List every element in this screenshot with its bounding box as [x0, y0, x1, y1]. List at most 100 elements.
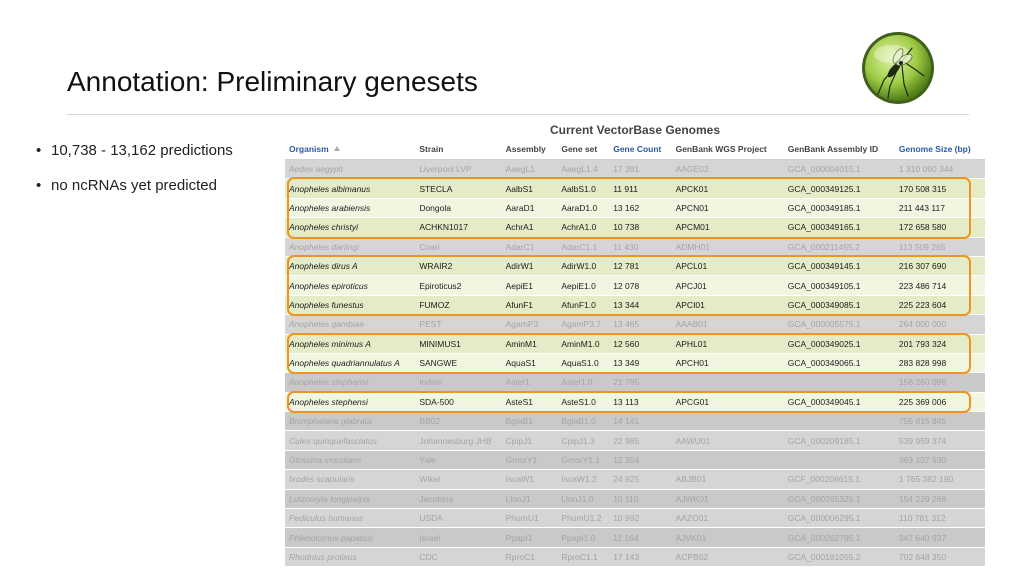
table-cell: AaegL1 — [505, 164, 535, 175]
table-cell: BB02 — [419, 416, 441, 427]
table-cell: Anopheles funestus — [289, 299, 364, 310]
sort-ascending-icon[interactable] — [333, 146, 340, 151]
table-cell: GCA_000349125.1 — [787, 183, 861, 194]
table-cell: APHL01 — [675, 338, 708, 349]
table-cell: 113 509 265 — [898, 241, 946, 252]
table-cell: AepiE1.0 — [561, 280, 596, 291]
table-cell: Anopheles darlingi — [289, 241, 359, 252]
table-cell: 10 992 — [613, 513, 640, 524]
table-row: Rhodnius prolixus CDC RproC1 RproC1.1 17 143… — [285, 547, 985, 568]
table-cell: CDC — [419, 552, 438, 562]
table-row: Anopheles funestus FUMOZ AfunF1 AfunF1.0 13 … — [285, 295, 985, 316]
table-cell: 21 785 — [613, 377, 640, 388]
table-cell: CpipJ1 — [505, 435, 533, 446]
table-cell: AdarC1.1 — [561, 241, 598, 252]
table-cell: AAGE02 — [675, 164, 709, 175]
table-cell: 13 465 — [613, 319, 640, 330]
table-cell: AalbS1.0 — [561, 183, 596, 194]
table-cell: 13 113 — [613, 396, 639, 407]
table-cell: 702 648 350 — [898, 552, 947, 562]
table-cell: 283 828 998 — [898, 358, 947, 369]
table-row: Anopheles arabiensis Dongola AaraD1 AaraD1.… — [285, 198, 985, 219]
table-cell: IscaW1.2 — [561, 474, 597, 485]
table-cell: BglaB1 — [505, 416, 534, 427]
table-cell: MINIMUS1 — [419, 338, 461, 349]
table-cell: RproC1 — [505, 552, 535, 562]
bullet-item: • no ncRNAs yet predicted — [36, 177, 217, 194]
table-cell: GCA_000349165.1 — [787, 222, 861, 233]
table-cell: Rhodnius prolixus — [289, 552, 357, 562]
table-cell: Anopheles dirus A — [289, 261, 358, 272]
table-cell: APCJ01 — [675, 280, 707, 291]
table-cell: 170 508 315 — [898, 183, 947, 194]
table-row: Anopheles dirus A WRAIR2 AdirW1 AdirW1.0 12 … — [285, 256, 985, 277]
column-header-genome-size[interactable]: Genome Size (bp) — [898, 144, 971, 154]
column-header-gene-count[interactable]: Gene Count — [613, 144, 662, 154]
table-cell: Anopheles quadriannulatus A — [289, 358, 400, 369]
column-header-strain[interactable]: Strain — [419, 144, 444, 154]
table-cell: GCA_000004015.1 — [787, 164, 861, 175]
table-row: Anopheles albimanus STECLA AalbS1 AalbS1.0 1… — [285, 179, 985, 199]
table-cell: Biomphalaria glabrata — [289, 416, 372, 427]
table-cell: IscaW1 — [505, 474, 534, 485]
table-cell: GCA_000349025.1 — [787, 338, 861, 349]
table-cell: GmorY1.1 — [561, 455, 601, 466]
table-cell: 347 640 937 — [898, 532, 947, 543]
table-cell: Anopheles stephensi — [289, 396, 368, 407]
table-cell: 211 443 117 — [898, 202, 945, 213]
table-cell: APCN01 — [675, 202, 709, 213]
table-cell: AgamP3.7 — [561, 319, 602, 330]
table-cell: AaraD1 — [505, 202, 535, 213]
table-cell: 110 781 312 — [898, 513, 946, 524]
column-header-assembly[interactable]: Assembly — [505, 144, 546, 154]
table-cell: GCA_000349065.1 — [787, 358, 861, 369]
column-header-gene-set[interactable]: Gene set — [561, 144, 598, 154]
table-cell: Culex quinquefasciatus — [289, 435, 377, 446]
table-row: Pediculus humanus USDA PhumU1 PhumU1.2 10 99… — [285, 509, 985, 529]
column-header-wgs-project[interactable]: GenBank WGS Project — [675, 144, 767, 154]
table-cell: AfunF1.0 — [561, 299, 596, 310]
table-cell: GCF_000208615.1 — [787, 474, 861, 485]
table-cell: Anopheles epiroticus — [289, 280, 368, 291]
table-cell: 539 959 374 — [898, 435, 947, 446]
table-cell: GCA_000181055.2 — [787, 552, 861, 562]
table-cell: GCA_000349105.1 — [787, 280, 861, 291]
table-cell: AalbS1 — [505, 183, 534, 194]
table-cell: Coari — [419, 241, 440, 252]
table-cell: ACPB02 — [675, 552, 709, 562]
table-cell: 154 229 266 — [898, 493, 947, 504]
table-row: Anopheles gambiae PEST AgamP3 AgamP3.7 13 46… — [285, 315, 985, 335]
table-caption: Current VectorBase Genomes — [549, 123, 721, 137]
table-cell: GCA_000349145.1 — [787, 261, 861, 272]
table-cell: 13 349 — [613, 358, 640, 369]
table-cell: Liverpool LVP — [419, 164, 472, 175]
table-cell: Aedes aegypti — [289, 164, 343, 175]
table-cell: AminM1.0 — [561, 338, 600, 349]
highlight-box — [287, 332, 971, 375]
table-cell: 223 486 714 — [898, 280, 947, 291]
column-header-assembly-id[interactable]: GenBank Assembly ID — [787, 144, 879, 154]
table-cell: 13 162 — [613, 202, 640, 213]
table-cell: FUMOZ — [419, 299, 450, 310]
table-cell: APCG01 — [675, 396, 710, 407]
table-cell: GCA_000349085.1 — [787, 299, 861, 310]
column-header-organism[interactable]: Organism — [285, 144, 414, 154]
table-cell: Epiroticus2 — [419, 280, 462, 291]
table-row: Anopheles darlingi Coari AdarC1 AdarC1.1 11 … — [285, 237, 985, 257]
table-cell: 10 110 — [613, 493, 639, 504]
table-cell: Jacobina — [419, 493, 454, 504]
table-row: Phlebotomus papatasi Israel PpapI1 PpapI1.0… — [285, 528, 985, 548]
genomes-table: Current VectorBase Genomes Organism Stra… — [285, 121, 985, 568]
table-cell: AdarC1 — [505, 241, 535, 252]
table-cell: 216 307 690 — [898, 261, 947, 272]
table-cell: 755 815 845 — [898, 416, 947, 427]
highlight-box — [287, 177, 971, 239]
table-cell: Yale — [419, 455, 436, 466]
table-cell: 10 738 — [613, 222, 640, 233]
table-cell: LlonJ1 — [505, 493, 531, 504]
table-cell: AsteI1 — [505, 377, 530, 388]
table-cell: AAZO01 — [675, 513, 709, 524]
table-cell: AJVK01 — [675, 532, 707, 543]
table-cell: 24 925 — [613, 474, 640, 485]
table-row: Ixodes scapularis Wikel IscaW1 IscaW1.2 24 9… — [285, 470, 985, 490]
